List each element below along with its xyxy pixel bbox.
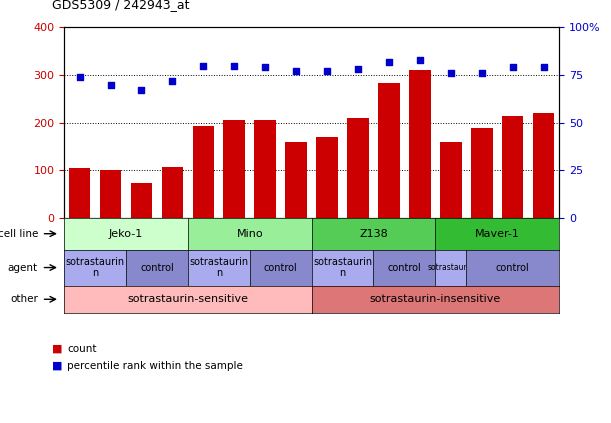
Point: [229, 62, 239, 69]
Text: control: control: [140, 263, 174, 272]
Text: control: control: [496, 263, 530, 272]
Text: sotrastaurin
n: sotrastaurin n: [189, 257, 249, 278]
Bar: [533, 113, 554, 218]
Bar: [378, 83, 400, 218]
Point: [199, 62, 208, 69]
Text: cell line: cell line: [0, 229, 38, 239]
Bar: [409, 70, 431, 218]
Bar: [285, 142, 307, 218]
Point: [106, 81, 115, 88]
Text: sotrastaurin-insensitive: sotrastaurin-insensitive: [370, 294, 501, 304]
Point: [539, 64, 549, 71]
Bar: [100, 170, 122, 218]
Text: Mino: Mino: [236, 229, 263, 239]
Text: GDS5309 / 242943_at: GDS5309 / 242943_at: [52, 0, 189, 11]
Text: agent: agent: [8, 263, 38, 272]
Point: [384, 58, 394, 65]
Text: sotrastaurin-sensitive: sotrastaurin-sensitive: [127, 294, 249, 304]
Bar: [131, 183, 152, 218]
Point: [75, 74, 84, 80]
Point: [291, 68, 301, 75]
Bar: [471, 129, 492, 218]
Point: [508, 64, 518, 71]
Text: control: control: [264, 263, 298, 272]
Bar: [192, 126, 214, 218]
Bar: [161, 167, 183, 218]
Text: count: count: [67, 344, 97, 354]
Text: ■: ■: [52, 344, 62, 354]
Text: other: other: [10, 294, 38, 304]
Text: sotrastaurin
n: sotrastaurin n: [65, 257, 125, 278]
Bar: [69, 168, 90, 218]
Point: [167, 77, 177, 84]
Point: [260, 64, 270, 71]
Point: [446, 70, 456, 77]
Bar: [316, 137, 338, 218]
Bar: [502, 115, 524, 218]
Point: [477, 70, 486, 77]
Bar: [224, 120, 245, 218]
Text: sotrastaurin: sotrastaurin: [427, 263, 474, 272]
Bar: [254, 120, 276, 218]
Point: [322, 68, 332, 75]
Text: sotrastaurin
n: sotrastaurin n: [313, 257, 372, 278]
Text: percentile rank within the sample: percentile rank within the sample: [67, 361, 243, 371]
Text: Z138: Z138: [359, 229, 388, 239]
Text: Jeko-1: Jeko-1: [109, 229, 143, 239]
Text: Maver-1: Maver-1: [475, 229, 519, 239]
Point: [137, 87, 147, 94]
Text: ■: ■: [52, 361, 62, 371]
Text: control: control: [387, 263, 421, 272]
Bar: [347, 118, 369, 218]
Point: [353, 66, 363, 73]
Point: [415, 56, 425, 63]
Bar: [440, 142, 462, 218]
